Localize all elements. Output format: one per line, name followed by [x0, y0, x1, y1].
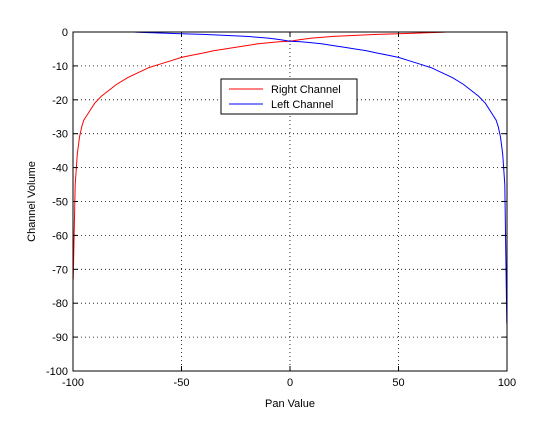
y-tick-label: -60 [52, 230, 68, 242]
legend: Right Channel Left Channel [220, 78, 358, 115]
y-tick-label: -20 [52, 95, 68, 107]
x-axis-label: Pan Value [265, 398, 315, 410]
series-line-right-channel [72, 31, 447, 280]
y-tick-label: -10 [52, 61, 68, 73]
series-layer [72, 31, 508, 324]
y-tick-label: -30 [52, 129, 68, 141]
y-axis-label: Channel Volume [26, 161, 38, 242]
legend-label: Left Channel [271, 99, 333, 111]
y-tick-label: -80 [52, 298, 68, 310]
y-tick-label: -100 [46, 366, 68, 378]
series-line-left-channel [133, 31, 508, 324]
x-tick-label: 100 [498, 377, 516, 389]
legend-box [220, 78, 358, 115]
x-tick-label: 50 [392, 377, 404, 389]
y-tick-label: -40 [52, 163, 68, 175]
x-tick-label: -100 [62, 377, 84, 389]
y-tick-label: 0 [62, 27, 68, 39]
y-tick-label: -70 [52, 264, 68, 276]
x-tick-label: 0 [287, 377, 293, 389]
y-tick-label: -90 [52, 332, 68, 344]
y-tick-label: -50 [52, 197, 68, 209]
x-tick-label: -50 [174, 377, 190, 389]
tick-layer: -100 -50 0 50 100 0 -10 -20 -30 -40 -50 -60 -70 -80 -9… [46, 27, 516, 389]
legend-label: Right Channel [271, 84, 341, 96]
